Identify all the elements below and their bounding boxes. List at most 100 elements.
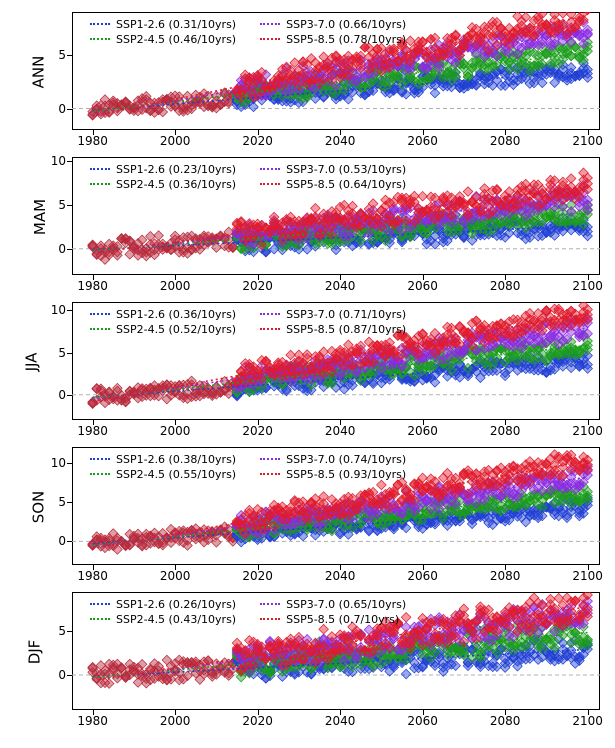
xtick-label: 2080 <box>490 569 521 583</box>
legend-label: SSP3-7.0 (0.66/10yrs) <box>286 18 406 32</box>
xtick-label: 2020 <box>242 279 273 293</box>
legend-item-ssp585: SSP5-8.5 (0.64/10yrs) <box>260 178 406 192</box>
legend-item-ssp585: SSP5-8.5 (0.78/10yrs) <box>260 33 406 47</box>
xtick-label: 2100 <box>572 424 603 438</box>
xtick-label: 2040 <box>325 279 356 293</box>
legend-swatch-ssp370 <box>260 313 280 317</box>
xtick-label: 1980 <box>77 134 108 148</box>
xtick-label: 2020 <box>242 569 273 583</box>
xtick-label: 2020 <box>242 134 273 148</box>
ytick-label: 5 <box>44 495 66 509</box>
ytick-label: 10 <box>44 456 66 470</box>
climate-timeseries-figure: ANN051980200020202040206020802100SSP1-2.… <box>0 0 615 748</box>
xtick-label: 2020 <box>242 424 273 438</box>
legend-label: SSP2-4.5 (0.52/10yrs) <box>116 323 236 337</box>
xtick-label: 2100 <box>572 714 603 728</box>
marker-ssp585 <box>579 1 589 11</box>
ytick-label: 0 <box>44 388 66 402</box>
legend-item-ssp370: SSP3-7.0 (0.74/10yrs) <box>260 453 406 467</box>
xtick-label: 2060 <box>407 569 438 583</box>
xtick-label: 2000 <box>160 424 191 438</box>
xtick-label: 2080 <box>490 424 521 438</box>
legend-item-ssp585: SSP5-8.5 (0.93/10yrs) <box>260 468 406 482</box>
legend-label: SSP5-8.5 (0.64/10yrs) <box>286 178 406 192</box>
legend-swatch-ssp370 <box>260 458 280 462</box>
legend-item-ssp126: SSP1-2.6 (0.31/10yrs) <box>90 18 236 32</box>
xtick-label: 1980 <box>77 569 108 583</box>
legend-swatch-ssp126 <box>90 23 110 27</box>
legend-label: SSP3-7.0 (0.74/10yrs) <box>286 453 406 467</box>
legend-item-ssp370: SSP3-7.0 (0.66/10yrs) <box>260 18 406 32</box>
ytick-label: 5 <box>44 48 66 62</box>
marker-ssp585 <box>562 3 572 13</box>
xtick-label: 2060 <box>407 279 438 293</box>
legend-label: SSP3-7.0 (0.71/10yrs) <box>286 308 406 322</box>
xtick-label: 2100 <box>572 134 603 148</box>
legend-swatch-ssp245 <box>90 473 110 477</box>
ytick-label: 10 <box>44 154 66 168</box>
legend-swatch-ssp585 <box>260 183 280 187</box>
marker-ssp585 <box>583 4 593 14</box>
legend-son: SSP1-2.6 (0.38/10yrs) SSP3-7.0 (0.74/10yr… <box>90 453 406 482</box>
legend-swatch-ssp126 <box>90 458 110 462</box>
legend-label: SSP2-4.5 (0.46/10yrs) <box>116 33 236 47</box>
xtick-label: 2060 <box>407 714 438 728</box>
legend-label: SSP1-2.6 (0.38/10yrs) <box>116 453 236 467</box>
marker-ssp585 <box>558 2 568 12</box>
ytick-label: 10 <box>44 303 66 317</box>
legend-item-ssp126: SSP1-2.6 (0.38/10yrs) <box>90 453 236 467</box>
legend-swatch-ssp585 <box>260 328 280 332</box>
legend-swatch-ssp245 <box>90 328 110 332</box>
marker-ssp585 <box>418 191 428 201</box>
legend-label: SSP1-2.6 (0.23/10yrs) <box>116 163 236 177</box>
xtick-label: 2080 <box>490 134 521 148</box>
legend-label: SSP5-8.5 (0.87/10yrs) <box>286 323 406 337</box>
legend-swatch-ssp245 <box>90 183 110 187</box>
legend-swatch-ssp126 <box>90 313 110 317</box>
ytick-label: 0 <box>44 102 66 116</box>
legend-item-ssp245: SSP2-4.5 (0.55/10yrs) <box>90 468 236 482</box>
legend-swatch-ssp245 <box>90 38 110 42</box>
xtick-label: 2080 <box>490 279 521 293</box>
xtick-label: 2100 <box>572 569 603 583</box>
legend-jja: SSP1-2.6 (0.36/10yrs) SSP3-7.0 (0.71/10yr… <box>90 308 406 337</box>
marker-ssp585 <box>583 0 593 9</box>
legend-label: SSP1-2.6 (0.36/10yrs) <box>116 308 236 322</box>
legend-item-ssp126: SSP1-2.6 (0.23/10yrs) <box>90 163 236 177</box>
legend-item-ssp370: SSP3-7.0 (0.53/10yrs) <box>260 163 406 177</box>
ylabel-djf: DJF <box>25 640 43 665</box>
xtick-label: 2000 <box>160 714 191 728</box>
xtick-label: 2040 <box>325 714 356 728</box>
legend-label: SSP5-8.5 (0.93/10yrs) <box>286 468 406 482</box>
marker-ssp585 <box>558 8 568 18</box>
xtick-label: 1980 <box>77 279 108 293</box>
ytick-label: 5 <box>44 346 66 360</box>
xtick-label: 2040 <box>325 569 356 583</box>
legend-swatch-ssp370 <box>260 23 280 27</box>
legend-swatch-ssp585 <box>260 38 280 42</box>
xtick-label: 2000 <box>160 569 191 583</box>
marker-ssp585 <box>463 187 473 197</box>
ylabel-jja: JJA <box>22 353 40 372</box>
legend-label: SSP5-8.5 (0.78/10yrs) <box>286 33 406 47</box>
ytick-label: 5 <box>44 624 66 638</box>
xtick-label: 2000 <box>160 134 191 148</box>
marker-historical <box>154 231 164 241</box>
xtick-label: 2060 <box>407 424 438 438</box>
legend-item-ssp585: SSP5-8.5 (0.87/10yrs) <box>260 323 406 337</box>
xtick-label: 2000 <box>160 279 191 293</box>
legend-label: SSP2-4.5 (0.36/10yrs) <box>116 178 236 192</box>
ytick-label: 0 <box>44 242 66 256</box>
legend-item-ssp245: SSP2-4.5 (0.52/10yrs) <box>90 323 236 337</box>
legend-label: SSP1-2.6 (0.31/10yrs) <box>116 18 236 32</box>
legend-label: SSP3-7.0 (0.53/10yrs) <box>286 163 406 177</box>
xtick-label: 2040 <box>325 424 356 438</box>
ytick-label: 5 <box>44 198 66 212</box>
marker-ssp585 <box>480 184 490 194</box>
legend-item-ssp370: SSP3-7.0 (0.71/10yrs) <box>260 308 406 322</box>
xtick-label: 1980 <box>77 424 108 438</box>
legend-item-ssp126: SSP1-2.6 (0.36/10yrs) <box>90 308 236 322</box>
legend-swatch-ssp370 <box>260 168 280 172</box>
xtick-label: 2100 <box>572 279 603 293</box>
legend-swatch-ssp126 <box>90 168 110 172</box>
